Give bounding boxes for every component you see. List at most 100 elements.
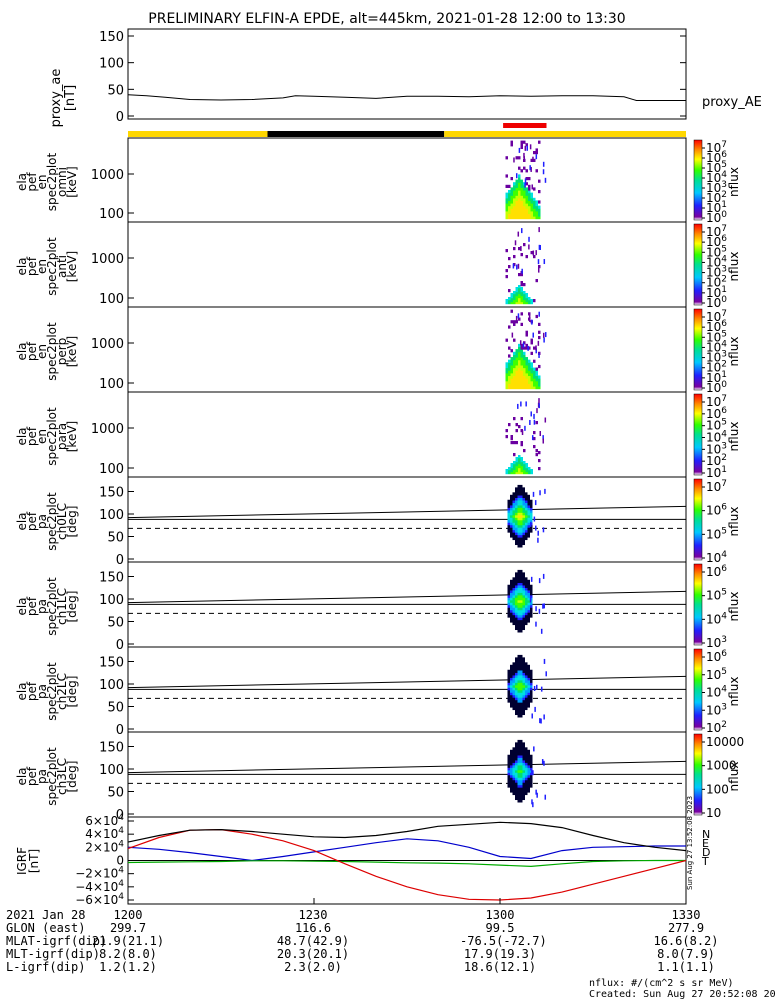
pa-cell <box>522 764 525 768</box>
pa-cell <box>517 794 520 798</box>
pa-cell <box>517 541 520 546</box>
spectrogram-cell <box>515 210 518 214</box>
spectrogram-cell <box>520 210 523 214</box>
spectrogram-cell <box>520 459 523 463</box>
pa-cell <box>522 619 525 623</box>
spectrogram-cell <box>518 354 521 358</box>
pa-cell <box>517 587 520 591</box>
spectrogram-cell <box>518 346 521 350</box>
pa-cell <box>525 767 528 771</box>
pa-cell <box>520 616 523 621</box>
spectrogram-cell <box>535 148 538 152</box>
spectrogram-cell <box>523 346 526 350</box>
pa-cell <box>512 519 515 523</box>
spectrogram-cell <box>515 184 518 188</box>
pa-cell <box>525 752 528 756</box>
footer-cell: 48.7(42.9) <box>276 934 350 948</box>
pa-cell <box>517 621 520 626</box>
pa-cell <box>512 669 515 673</box>
spectrogram-cell <box>530 338 533 342</box>
pa-cell <box>515 662 518 666</box>
pa-cell <box>525 764 528 768</box>
pa-cell <box>515 767 518 771</box>
spectrogram-cell <box>518 289 521 293</box>
pa-cell <box>507 502 510 506</box>
pa-cell <box>525 772 528 776</box>
pa-cell <box>515 664 518 668</box>
pa-cell <box>525 526 528 531</box>
spectrogram-cell <box>513 362 516 366</box>
pa-cell <box>525 584 528 588</box>
pa-cell <box>512 507 515 511</box>
ytick-label: 0 <box>116 553 124 568</box>
spectrogram-cell <box>523 380 526 384</box>
spectrogram-cell <box>538 140 541 144</box>
spectrogram-cell <box>505 208 508 212</box>
spectrogram-speck <box>538 311 540 317</box>
spectrogram-cell <box>538 210 541 214</box>
spectrogram-cell <box>515 197 518 201</box>
pa-cell <box>512 789 515 793</box>
pa-cell <box>515 694 518 698</box>
ylabel-line: spec2plot <box>45 407 59 466</box>
ae-ylabel-units: [nT] <box>63 85 78 111</box>
ytick-label: 100 <box>99 678 124 693</box>
spectrogram-cell <box>535 453 538 457</box>
pa-cell <box>515 529 518 533</box>
pa-cell <box>520 696 523 701</box>
footer-cell: -76.5(-72.7) <box>460 934 547 948</box>
spectrogram-cell <box>518 357 521 361</box>
pa-cell <box>510 694 513 698</box>
pa-cell <box>507 614 510 618</box>
ytick-label: 100 <box>99 292 124 307</box>
spectrogram-cell <box>528 386 531 390</box>
pa-cell <box>527 582 530 586</box>
pa-cell <box>525 679 528 683</box>
pa-cell <box>525 769 528 773</box>
pa-cell <box>512 502 515 506</box>
spectrogram-cell <box>523 291 526 295</box>
spectrogram-cell <box>520 417 523 421</box>
spectrogram-cell <box>518 364 521 369</box>
spectrogram-cell <box>508 203 511 207</box>
pa-cell <box>515 757 518 761</box>
pa-speck <box>544 488 546 494</box>
spectrogram-cell <box>510 441 513 445</box>
spectrogram-cell <box>525 357 528 361</box>
pa-cell <box>515 764 518 768</box>
pa-cell <box>512 754 515 758</box>
pa-cell <box>507 524 510 528</box>
spectrogram-cell <box>518 425 521 429</box>
spectrogram-cell <box>513 295 516 299</box>
pa-cell <box>520 789 523 793</box>
pa-cell <box>510 689 513 693</box>
pa-cell <box>522 604 525 608</box>
spectrogram-cell <box>525 383 528 387</box>
pa-cell <box>517 701 520 706</box>
colorbar-label: 107 <box>706 224 727 239</box>
pa-cell <box>522 692 525 696</box>
pa-cell <box>510 619 513 623</box>
spectrogram-cell <box>530 192 533 196</box>
spectrogram-cell <box>518 459 521 463</box>
spectrogram-speck <box>538 244 541 250</box>
colorbar-label: 107 <box>706 140 727 155</box>
spectrogram-cell <box>518 247 521 251</box>
pa-cell <box>520 611 523 616</box>
pa-cell <box>522 777 525 781</box>
spectrogram-cell <box>515 301 518 305</box>
spectrogram-cell <box>518 287 521 291</box>
pa-cell <box>512 749 515 753</box>
pa-cell <box>522 541 525 546</box>
colorbar-title: nflux <box>727 677 741 707</box>
pa-cell <box>520 569 523 574</box>
pa-cell <box>522 664 525 668</box>
spectrogram-speck <box>537 267 540 273</box>
ae-ytick-label: 0 <box>116 110 124 125</box>
pa-cell <box>517 754 520 758</box>
spectrogram-cell <box>523 463 526 467</box>
pa-cell <box>520 689 523 693</box>
pa-cell <box>520 772 523 776</box>
